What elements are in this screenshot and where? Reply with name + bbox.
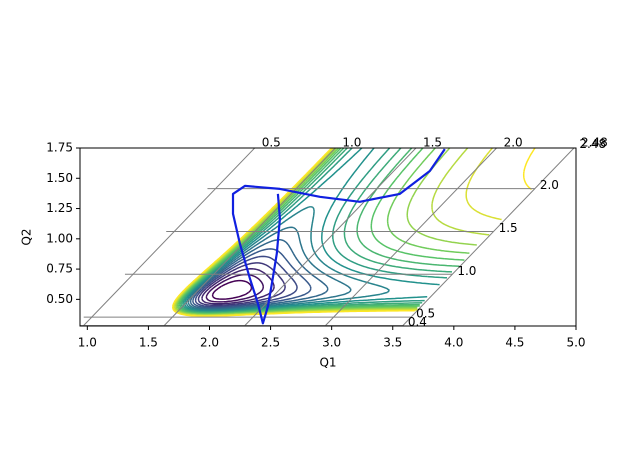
contour-line <box>184 148 440 312</box>
x-axis-label: Q1 <box>319 356 336 370</box>
axes-frame <box>79 147 577 327</box>
skew-tick-label: 0.4 <box>408 315 427 329</box>
skew-tick-label: 2.0 <box>504 136 523 150</box>
skew-grid-line <box>402 148 575 326</box>
skew-tick-label: 2.48 <box>579 137 606 151</box>
contour-line <box>211 279 253 300</box>
x-tick-label: 3.0 <box>322 336 341 350</box>
contour-line <box>194 255 298 308</box>
contour-line <box>187 226 352 311</box>
plot-area <box>80 148 575 326</box>
x-tick-label: 5.0 <box>566 336 585 350</box>
x-tick-label: 3.5 <box>383 336 402 350</box>
x-tick-label: 2.5 <box>261 336 280 350</box>
skew-tick-label: 2.48 <box>581 136 608 150</box>
skew-tick-label: 0.5 <box>416 307 435 321</box>
trajectory-line <box>231 148 446 325</box>
y-axis-label: Q2 <box>20 228 34 245</box>
skew-tick-label: 1.5 <box>423 136 442 150</box>
x-tick-label: 1.0 <box>78 336 97 350</box>
skew-grid-line <box>163 148 337 326</box>
skew-tick-label: 1.0 <box>342 136 361 150</box>
contour-line <box>201 268 275 305</box>
y-tick-label: 1.50 <box>46 171 73 185</box>
skew-tick-label: 0.5 <box>262 136 281 150</box>
skew-grid-line <box>325 148 498 326</box>
y-tick-label: 1.00 <box>46 231 73 245</box>
x-tick-label: 4.5 <box>505 336 524 350</box>
skew-tick-label: 1.5 <box>499 221 518 235</box>
y-tick-label: 0.75 <box>46 262 73 276</box>
y-tick-label: 1.25 <box>46 201 73 215</box>
skew-tick-label: 2.0 <box>540 178 559 192</box>
skew-tick-label: 1.0 <box>457 264 476 278</box>
x-tick-label: 2.0 <box>200 336 219 350</box>
skew-grid-line <box>244 148 417 326</box>
y-tick-label: 1.75 <box>46 141 73 155</box>
skew-grid-line <box>83 148 256 326</box>
x-tick-label: 4.0 <box>444 336 463 350</box>
x-tick-label: 1.5 <box>139 336 158 350</box>
y-tick-label: 0.50 <box>46 292 73 306</box>
